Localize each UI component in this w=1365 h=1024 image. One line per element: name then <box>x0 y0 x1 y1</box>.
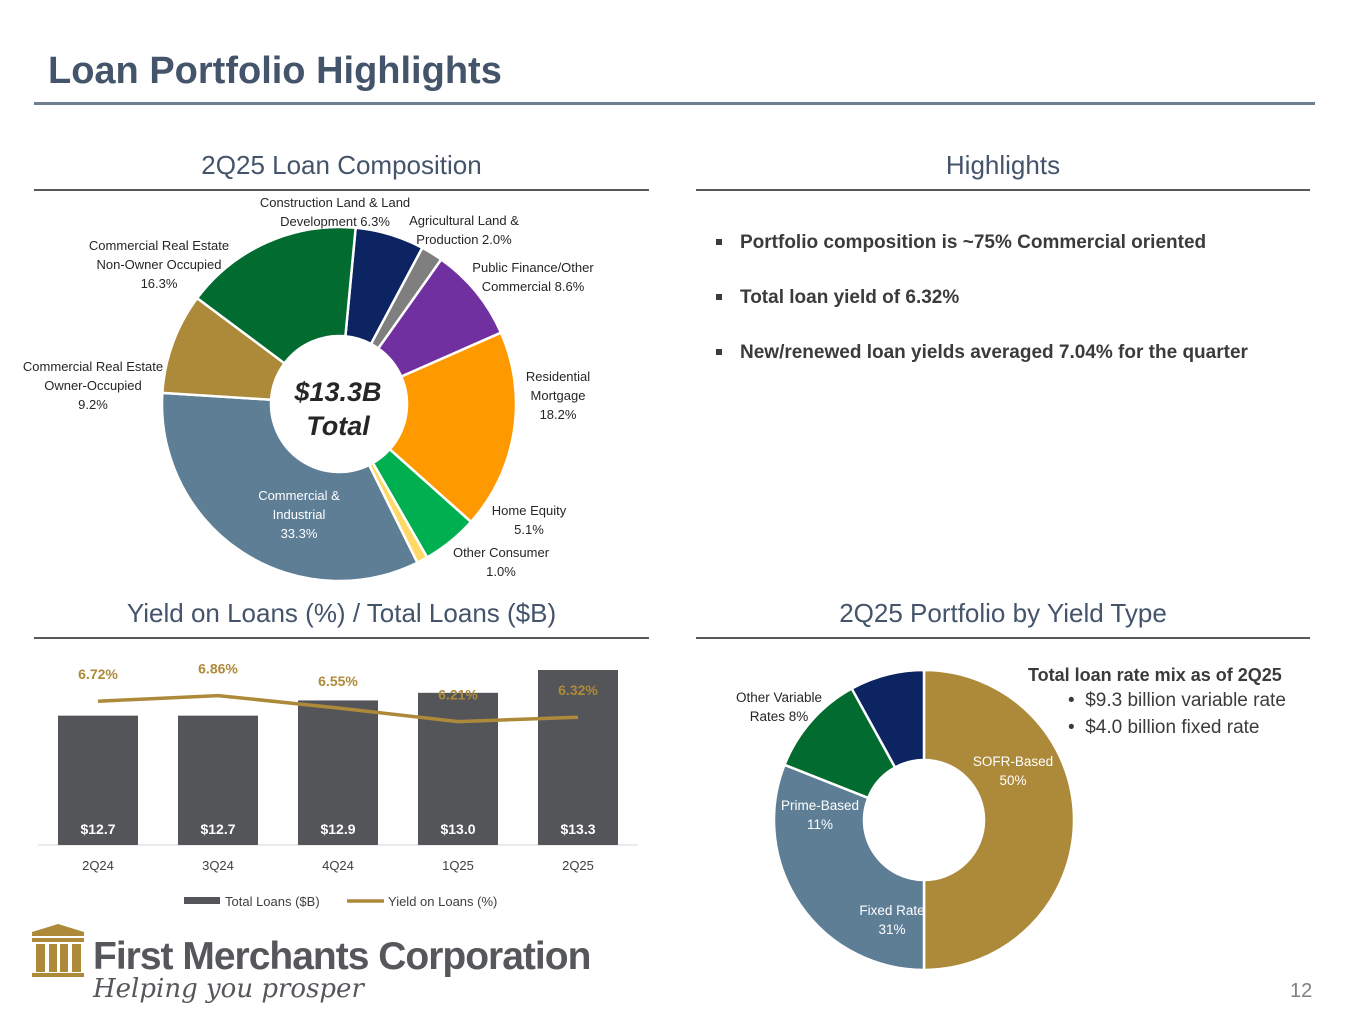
donut-label-prime: Prime-Based 11% <box>780 798 860 832</box>
slice-label-home-equity: Home Equity 5.1% <box>491 503 567 537</box>
slice-label-cre-owner: Commercial Real Estate Owner-Occupied 9.… <box>22 359 164 412</box>
bullet-square-icon <box>716 294 722 300</box>
bar-value-label: $12.7 <box>80 821 115 837</box>
highlight-bullet: Portfolio composition is ~75% Commercial… <box>716 232 1336 254</box>
page-title: Loan Portfolio Highlights <box>48 50 502 92</box>
slice-label-public-finance: Public Finance/Other Commercial 8.6% <box>472 260 594 294</box>
highlights-divider <box>696 189 1310 191</box>
highlight-text: Portfolio composition is ~75% Commercial… <box>740 232 1207 253</box>
rate-mix-title: Total loan rate mix as of 2Q25 <box>1028 665 1282 685</box>
bar-value-label: $13.0 <box>440 821 475 837</box>
bar-4q24 <box>298 700 378 845</box>
slice-label-residential: Residential Mortgage 18.2% <box>525 369 591 422</box>
donut-label-other-variable: Other Variable Rates 8% <box>735 690 823 724</box>
rate-mix-fixed: $4.0 billion fixed rate <box>1085 717 1260 738</box>
yield-type-heading: 2Q25 Portfolio by Yield Type <box>839 598 1167 628</box>
bullet-square-icon <box>716 349 722 355</box>
x-tick-label: 4Q24 <box>322 858 354 873</box>
slice-fixed-rate <box>772 763 926 972</box>
x-tick-label: 2Q25 <box>562 858 594 873</box>
pie-center-amount: $13.3B <box>294 377 382 407</box>
highlights-heading: Highlights <box>945 150 1061 180</box>
rate-mix-item: • $4.0 billion fixed rate <box>1068 717 1260 738</box>
highlight-text: Total loan yield of 6.32% <box>740 287 960 308</box>
yield-value-label: 6.32% <box>558 682 598 698</box>
donut-label-fixed: Fixed Rate 31% <box>859 903 925 937</box>
yield-type-divider <box>696 637 1310 639</box>
highlights-list: Portfolio composition is ~75% Commercial… <box>716 232 1336 397</box>
x-tick-label: 3Q24 <box>202 858 234 873</box>
bar-value-label: $12.9 <box>320 821 355 837</box>
yield-loans-chart: $12.7 2Q24 6.72% $12.7 3Q24 6.86% $12.9 4Q24 6.5… <box>38 661 638 909</box>
page-number: 12 <box>1290 980 1313 1002</box>
slice-commercial-real-estate <box>195 225 358 366</box>
slice-label-agricultural: Agricultural Land & Production 2.0% <box>409 213 519 247</box>
slice-commercial <box>160 391 420 583</box>
highlight-bullet: New/renewed loan yields averaged 7.04% f… <box>716 342 1336 364</box>
rate-mix-variable: $9.3 billion variable rate <box>1085 690 1286 711</box>
loan-composition-pie <box>160 225 518 583</box>
highlight-bullet: Total loan yield of 6.32% <box>716 287 1336 309</box>
company-tagline: Helping you prosper <box>93 974 364 1004</box>
slice-sofr-based <box>922 668 1076 972</box>
slice-residential <box>387 331 518 524</box>
donut-label-sofr: SOFR-Based 50% <box>972 754 1054 788</box>
yield-divider <box>34 637 649 639</box>
slice-label-other-consumer: Other Consumer 1.0% <box>452 545 550 579</box>
bar-value-label: $13.3 <box>560 821 595 837</box>
yield-value-label: 6.55% <box>318 673 358 689</box>
bar-2q24 <box>58 715 138 845</box>
bar-value-label: $12.7 <box>200 821 235 837</box>
bar-2q25 <box>538 670 618 845</box>
slice-label-construction: Construction Land & Land Development 6.3… <box>259 195 411 229</box>
pie-center-total: $13.3B Total <box>282 375 394 443</box>
slice-other-variable <box>850 668 926 770</box>
bar-3q24 <box>178 715 258 845</box>
bullet-square-icon <box>716 239 722 245</box>
yield-value-label: 6.72% <box>78 666 118 682</box>
title-divider <box>34 102 1315 105</box>
yield-value-label: 6.86% <box>198 661 238 677</box>
x-tick-label: 2Q24 <box>82 858 114 873</box>
legend-label-total-loans: Total Loans ($B) <box>225 894 320 909</box>
yield-heading: Yield on Loans (%) / Total Loans ($B) <box>126 598 557 628</box>
highlight-text: New/renewed loan yields averaged 7.04% f… <box>740 342 1248 363</box>
company-name: First Merchants Corporation <box>93 935 591 978</box>
slice-label-commercial-industrial: Commercial & Industrial 33.3% <box>258 488 340 541</box>
building-logo-icon <box>32 924 84 977</box>
legend-label-yield: Yield on Loans (%) <box>388 894 497 909</box>
yield-value-label: 6.21% <box>438 687 478 703</box>
x-tick-label: 1Q25 <box>442 858 474 873</box>
yield-type-donut <box>772 668 1076 972</box>
slice-label-cre-non-owner: Commercial Real Estate Non-Owner Occupie… <box>88 238 230 291</box>
pie-center-word: Total <box>306 411 370 441</box>
rate-mix-item: • $9.3 billion variable rate <box>1068 690 1286 711</box>
composition-heading: 2Q25 Loan Composition <box>201 150 482 180</box>
yield-line <box>97 693 579 724</box>
legend-swatch-total-loans <box>184 897 220 904</box>
composition-divider <box>34 189 649 191</box>
